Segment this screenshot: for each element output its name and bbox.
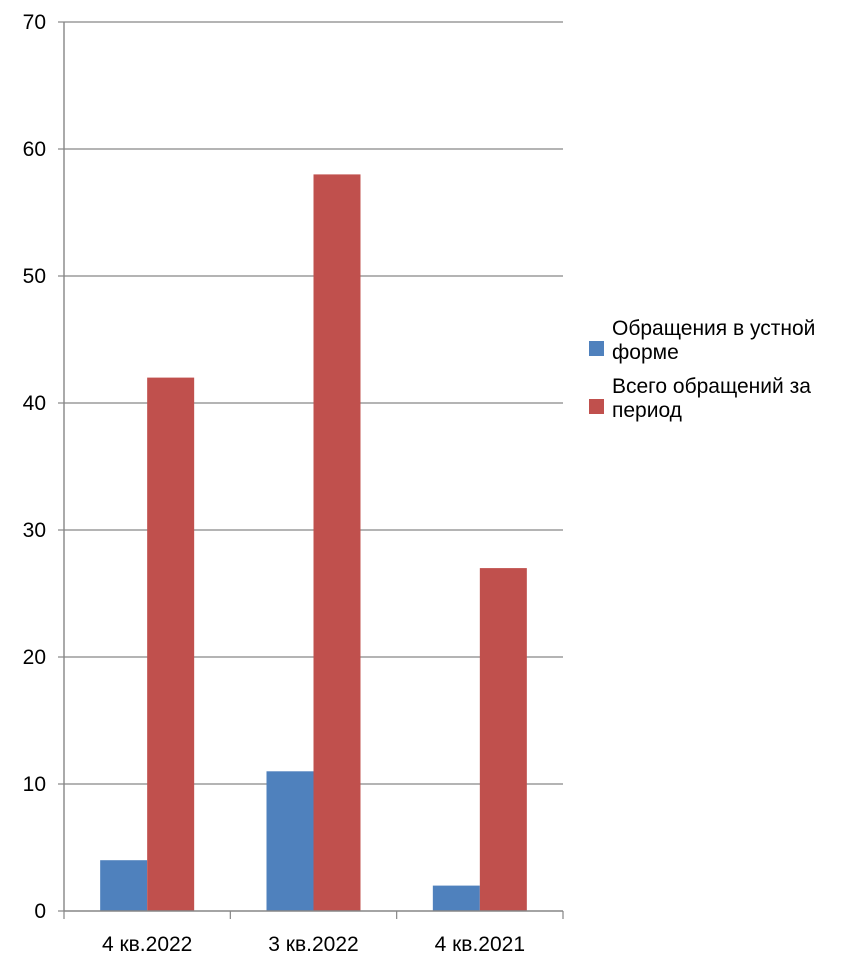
y-tick-labels: 0 10 20 30 40 50 60 70: [23, 11, 46, 923]
legend-swatch-обращения-в-устной-форме: [589, 341, 604, 356]
legend-label: Всего обращений за: [612, 375, 811, 398]
y-tick-label: 20: [23, 646, 46, 669]
bar-всего-обращений-за-период-1: [147, 377, 195, 912]
bar-обращения-в-устной-форме-3: [432, 885, 480, 911]
legend-label: форме: [612, 341, 679, 364]
bar-всего-обращений-за-период-2: [313, 174, 361, 911]
bar-обращения-в-устной-форме-1: [100, 860, 148, 911]
y-tick-label: 10: [23, 773, 46, 796]
legend-swatch-всего-обращений-за-период: [589, 399, 604, 414]
y-tick-label: 70: [23, 11, 46, 34]
legend-label: период: [612, 399, 682, 422]
x-category-label: 3 кв.2022: [268, 933, 358, 954]
bars: [100, 174, 527, 912]
y-tick-label: 50: [23, 265, 46, 288]
y-tick-label: 40: [23, 392, 46, 415]
bar-всего-обращений-за-период-3: [479, 568, 527, 911]
y-tick-label: 30: [23, 519, 46, 542]
y-tick-label: 60: [23, 138, 46, 161]
bar-обращения-в-устной-форме-2: [266, 771, 314, 911]
x-category-label: 4 кв.2022: [102, 933, 192, 954]
legend-label: Обращения в устной: [612, 317, 815, 340]
x-category-label: 4 кв.2021: [435, 933, 525, 954]
y-tick-label: 0: [34, 900, 46, 923]
axes: [58, 21, 564, 919]
x-category-labels: 4 кв.2022 3 кв.2022 4 кв.2021: [102, 933, 525, 956]
